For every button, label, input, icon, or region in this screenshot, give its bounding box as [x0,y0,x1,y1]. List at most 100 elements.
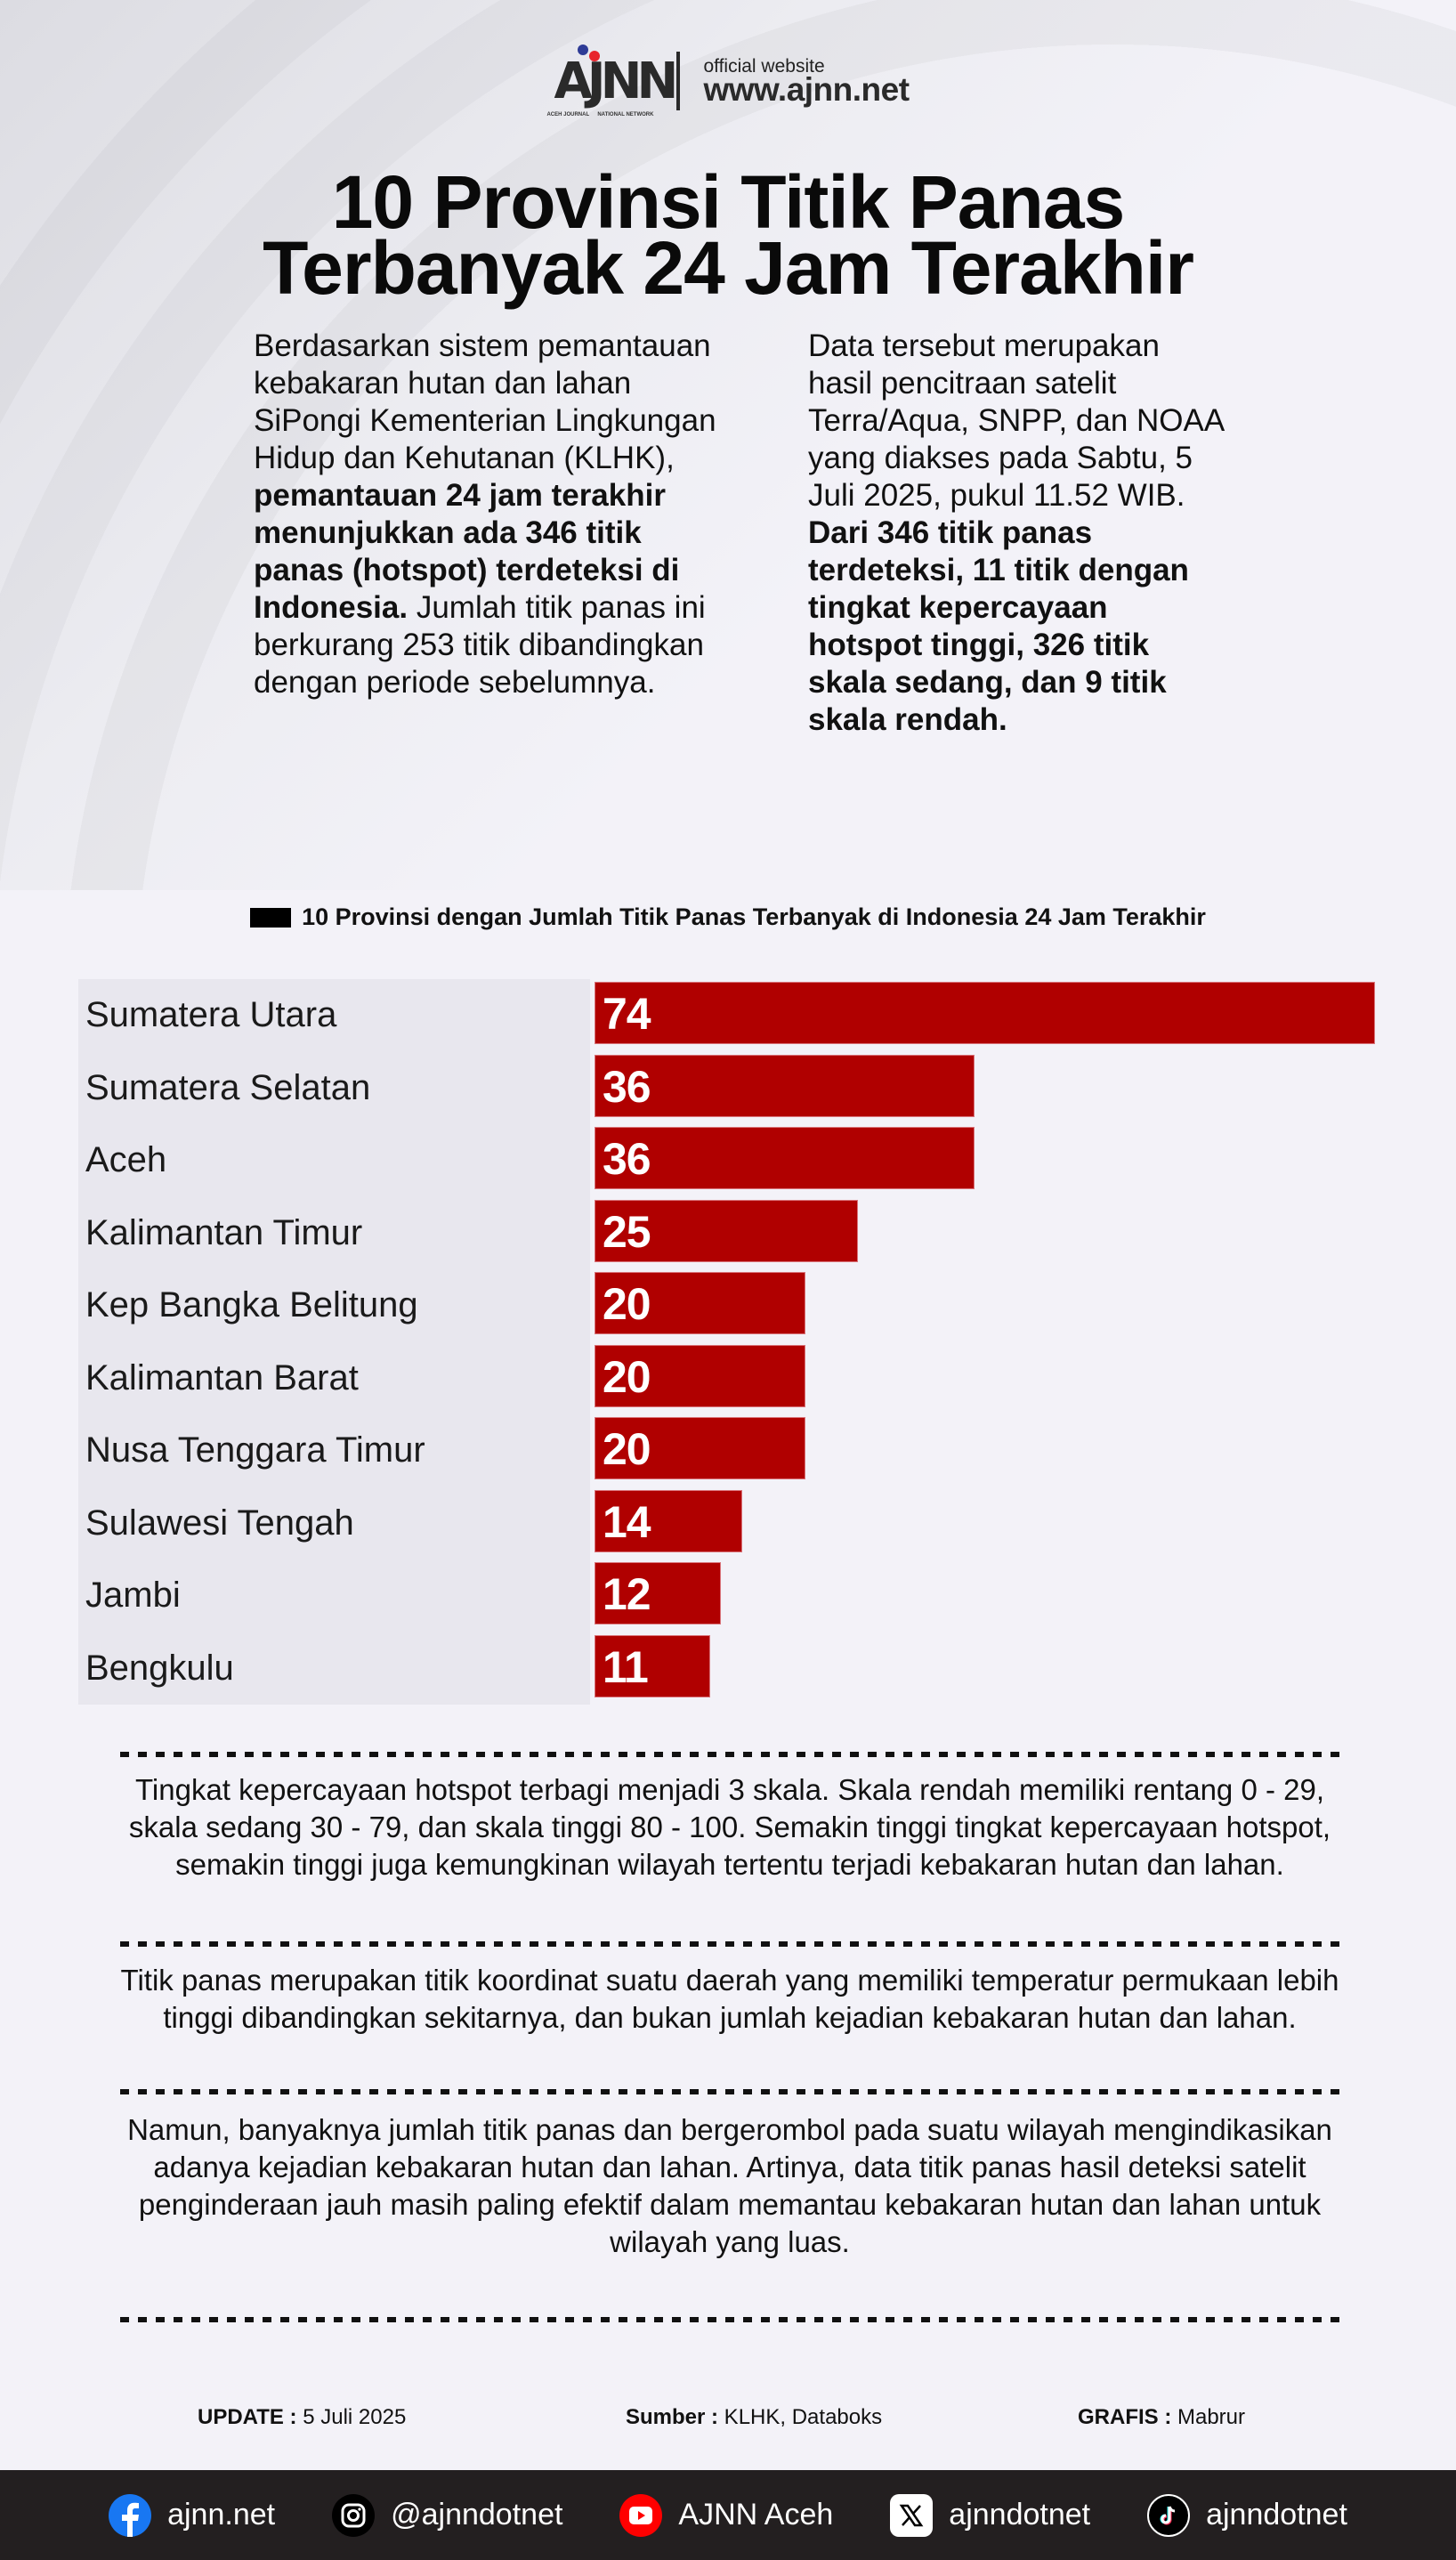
header-divider [676,52,681,110]
background-decoration [0,0,1456,890]
graphic-label: GRAFIS : [1078,2405,1172,2429]
legend-swatch [250,907,292,928]
facebook-icon [109,2493,152,2537]
chart-label-panel [78,979,590,1705]
intro-left-paragraph: Berdasarkan sistem pemantauan kebakaran … [254,328,716,701]
chart-row: Sumatera Selatan 36 [78,1052,1378,1125]
social-facebook[interactable]: ajnn.net [109,2493,276,2537]
bar-value-label: 20 [603,1424,651,1474]
hotspot-bar: 74 [595,982,1375,1044]
bar-value-label: 36 [603,1061,651,1112]
bar-value-label: 20 [603,1279,651,1329]
social-tiktok[interactable]: ajnndotnet [1147,2493,1347,2537]
source-label: Sumber : [626,2405,719,2429]
social-youtube[interactable]: AJNN Aceh [619,2493,834,2537]
social-label: AJNN Aceh [678,2498,834,2532]
intro-left-bold: pemantauan 24 jam terakhir menunjukkan a… [254,478,680,625]
title-line-2: Terbanyak 24 Jam Terakhir [263,226,1194,310]
logo-sub-right: NATIONAL NETWORK [597,112,654,117]
bar-value-label: 11 [603,1641,649,1692]
intro-left-text-2: Jumlah titik panas ini berkurang 253 tit… [254,590,706,700]
chart-row: Jambi 12 [78,1559,1378,1632]
social-label: @ajnndotnet [391,2498,563,2532]
logo-subtitle: ACEH JOURNAL NATIONAL NETWORK [546,112,653,117]
hotspot-bar: 20 [595,1344,805,1407]
province-label: Kalimantan Barat [85,1357,359,1397]
dotted-divider [120,1752,1339,1757]
dotted-divider [120,1941,1339,1947]
graphic-value: Mabrur [1171,2405,1246,2429]
intro-right-paragraph: Data tersebut merupakan hasil pencitraan… [808,328,1226,739]
note-hotspot-significance: Namun, banyaknya jumlah titik panas dan … [127,2113,1332,2258]
site-info: official website www.ajnn.net [703,55,910,108]
update-value: 5 Juli 2025 [296,2405,407,2429]
chart-title: 10 Provinsi dengan Jumlah Titik Panas Te… [0,903,1456,931]
hotspot-bar: 14 [595,1489,742,1552]
chart-row: Bengkulu 11 [78,1632,1378,1705]
social-footer: ajnn.net @ajnndotnet AJNN Aceh ajnndotne… [0,2470,1456,2560]
chart-row: Kalimantan Timur 25 [78,1197,1378,1270]
social-instagram[interactable]: @ajnndotnet [332,2493,563,2537]
note-confidence-scale: Tingkat kepercayaan hotspot terbagi menj… [128,1773,1331,1881]
province-label: Kep Bangka Belitung [85,1285,418,1325]
social-label: ajnndotnet [949,2498,1091,2532]
credit-update: UPDATE : 5 Juli 2025 [198,2405,406,2430]
chart-row: Sulawesi Tengah 14 [78,1487,1378,1560]
header: AJNN ACEH JOURNAL NATIONAL NETWORK offic… [0,45,1456,117]
social-x[interactable]: ajnndotnet [890,2493,1091,2537]
bar-chart: Sumatera Utara 74 Sumatera Selatan 36 Aceh 36… [78,979,1378,1705]
instagram-icon [332,2493,376,2537]
title-line-1: 10 Provinsi Titik Panas [331,160,1126,244]
hotspot-bar: 20 [595,1417,805,1479]
bar-value-label: 74 [603,989,651,1039]
dotted-divider [120,2089,1339,2094]
bar-value-label: 14 [603,1496,651,1547]
chart-row: Nusa Tenggara Timur 20 [78,1414,1378,1487]
logo-mark: AJNN [554,53,678,110]
intro-right-bold: Dari 346 titik panas terdeteksi, 11 titi… [808,515,1189,737]
note-hotspot-definition: Titik panas merupakan titik koordinat su… [120,1964,1339,2034]
province-label: Nusa Tenggara Timur [85,1430,425,1470]
hotspot-bar: 36 [595,1127,975,1189]
province-label: Jambi [85,1576,181,1615]
dotted-divider [120,2317,1339,2322]
logo-blue-dot [578,45,589,55]
site-url[interactable]: www.ajnn.net [703,70,910,108]
bar-value-label: 12 [603,1569,651,1619]
chart-row: Kalimantan Barat 20 [78,1342,1378,1415]
social-label: ajnndotnet [1206,2498,1347,2532]
bar-value-label: 25 [603,1206,651,1257]
source-value: KLHK, Databoks [718,2405,883,2429]
hotspot-bar: 36 [595,1054,975,1117]
chart-row: Aceh 36 [78,1124,1378,1197]
site-caption: official website [703,55,825,77]
logo-sub-left: ACEH JOURNAL [546,112,590,117]
x-twitter-icon [890,2493,934,2537]
tiktok-icon [1147,2493,1191,2537]
hotspot-bar: 12 [595,1562,721,1624]
credit-source: Sumber : KLHK, Databoks [626,2405,882,2430]
social-label: ajnn.net [167,2498,276,2532]
province-label: Kalimantan Timur [85,1212,363,1252]
logo-red-dot [589,51,601,61]
province-label: Bengkulu [85,1648,234,1688]
ajnn-logo: AJNN ACEH JOURNAL NATIONAL NETWORK [546,45,678,117]
province-label: Sulawesi Tengah [85,1503,354,1543]
bar-value-label: 36 [603,1134,651,1184]
chart-row: Sumatera Utara 74 [78,979,1378,1052]
hotspot-bar: 11 [595,1634,710,1697]
update-label: UPDATE : [198,2405,297,2429]
chart-row: Kep Bangka Belitung 20 [78,1269,1378,1342]
province-label: Aceh [85,1140,167,1179]
bar-value-label: 20 [603,1351,651,1402]
hotspot-bar: 20 [595,1272,805,1334]
credit-graphic: GRAFIS : Mabrur [1078,2405,1245,2430]
page-title: 10 Provinsi Titik Panas Terbanyak 24 Jam… [0,160,1456,310]
hotspot-bar: 25 [595,1199,858,1262]
intro-left-text-1: Berdasarkan sistem pemantauan kebakaran … [254,328,716,475]
province-label: Sumatera Utara [85,995,337,1034]
youtube-icon [619,2493,663,2537]
province-label: Sumatera Selatan [85,1067,371,1107]
intro-right-text-1: Data tersebut merupakan hasil pencitraan… [808,328,1224,513]
chart-title-text: 10 Provinsi dengan Jumlah Titik Panas Te… [302,903,1206,930]
